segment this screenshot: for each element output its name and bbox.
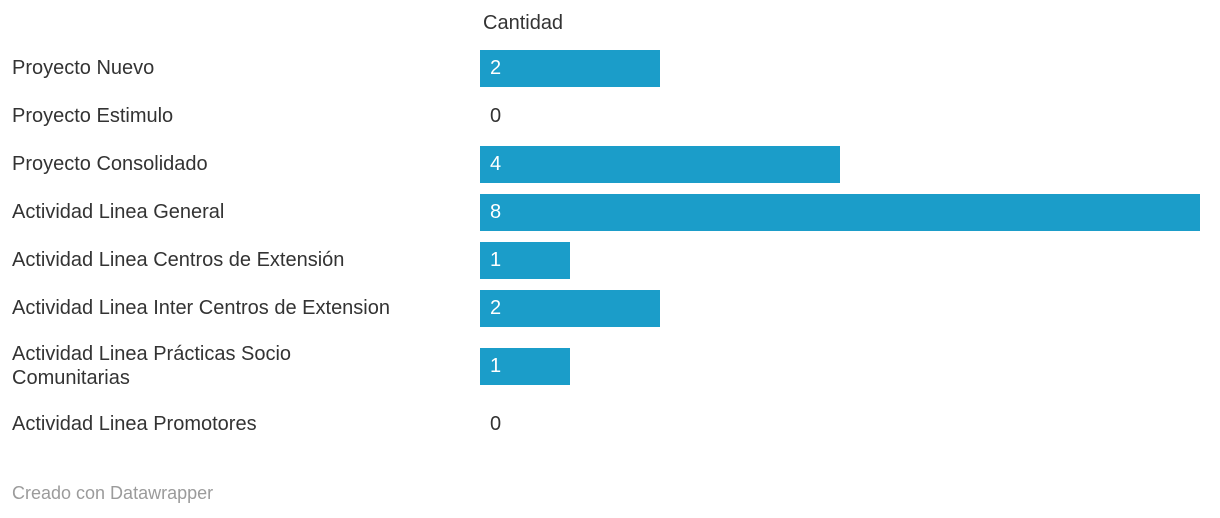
bar: 4 <box>480 145 840 183</box>
value-label: 1 <box>490 248 502 271</box>
category-label: Actividad Linea Centros de Extensión <box>12 249 345 271</box>
chart-row: Proyecto Nuevo 2 <box>0 44 1220 92</box>
value-label: 0 <box>490 104 502 127</box>
chart-row: Actividad Linea General 8 <box>0 188 1220 236</box>
bar-area: 8 <box>480 188 1220 236</box>
category-label: Proyecto Estimulo <box>12 105 174 127</box>
category-label: Actividad Linea Promotores <box>12 413 257 435</box>
chart-row: Actividad Linea Promotores 0 <box>0 400 1220 448</box>
bar-area: 0 <box>480 400 1220 448</box>
chart-row: Actividad Linea Inter Centros de Extensi… <box>0 284 1220 332</box>
category-label: Proyecto Nuevo <box>12 57 155 79</box>
bar: 1 <box>480 347 570 385</box>
chart-row: Actividad Linea Prácticas Socio Comunita… <box>0 332 1220 400</box>
chart-rows: Proyecto Nuevo 2 Proyecto Estimulo 0 Proyect… <box>0 44 1220 448</box>
value-label: 4 <box>490 152 502 175</box>
value-label: 2 <box>490 296 502 319</box>
category-label: Actividad Linea Prácticas Socio Comunita… <box>12 343 292 389</box>
category-label: Actividad Linea General <box>12 201 225 223</box>
bar: 8 <box>480 193 1200 231</box>
chart-row: Proyecto Consolidado 4 <box>0 140 1220 188</box>
category-label: Proyecto Consolidado <box>12 153 208 175</box>
bar-area: 2 <box>480 284 1220 332</box>
bar-area: 4 <box>480 140 1220 188</box>
chart-row: Actividad Linea Centros de Extensión 1 <box>0 236 1220 284</box>
datawrapper-attribution-link[interactable]: Creado con Datawrapper <box>12 483 214 503</box>
bar: 2 <box>480 49 660 87</box>
bar-area: 2 <box>480 44 1220 92</box>
category-label: Actividad Linea Inter Centros de Extensi… <box>12 297 390 319</box>
column-header: Cantidad <box>483 12 564 34</box>
value-label: 8 <box>490 200 502 223</box>
bar-area: 1 <box>480 236 1220 284</box>
bar: 2 <box>480 289 660 327</box>
value-label: 1 <box>490 354 502 377</box>
bar-area: 1 <box>480 332 1220 400</box>
bar: 1 <box>480 241 570 279</box>
column-header-row: Cantidad <box>0 0 1220 44</box>
chart-row: Proyecto Estimulo 0 <box>0 92 1220 140</box>
bar-area: 0 <box>480 92 1220 140</box>
value-label: 0 <box>490 412 502 435</box>
value-label: 2 <box>490 56 502 79</box>
